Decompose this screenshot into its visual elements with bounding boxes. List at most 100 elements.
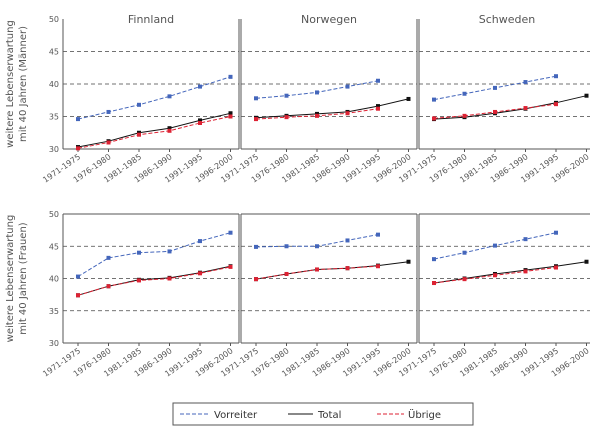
data-point-uebrige [76, 146, 80, 151]
data-point-vorreiter [254, 244, 258, 249]
data-point-uebrige [432, 116, 436, 121]
panel-schweden: 1971-19751976-19801981-19851986-19901991… [397, 13, 590, 185]
data-point-vorreiter [432, 97, 436, 102]
y-tick-label: 45 [49, 48, 59, 57]
panel-title: Norwegen [301, 13, 357, 26]
data-point-vorreiter [376, 78, 380, 83]
data-point-uebrige [137, 278, 141, 283]
series-line-vorreiter [255, 80, 379, 99]
data-point-vorreiter [137, 250, 141, 255]
y-tick-label: 30 [49, 339, 59, 348]
data-point-vorreiter [554, 230, 558, 235]
series-line-vorreiter [77, 232, 231, 278]
y-tick-label: 35 [49, 113, 59, 122]
data-point-vorreiter [167, 249, 172, 254]
legend-label-vorreiter: Vorreiter [214, 410, 258, 421]
data-point-uebrige [254, 117, 258, 122]
data-point-vorreiter [167, 94, 172, 99]
data-point-uebrige [167, 128, 172, 133]
data-point-total [584, 93, 589, 98]
data-point-uebrige [228, 114, 233, 119]
series-line-total [77, 265, 231, 296]
data-point-vorreiter [462, 91, 467, 96]
panel-title: Schweden [479, 13, 536, 26]
data-point-vorreiter [376, 232, 380, 237]
y-tick-label: 50 [49, 210, 59, 219]
data-point-uebrige [254, 277, 258, 282]
data-point-vorreiter [462, 250, 467, 255]
data-point-vorreiter [106, 109, 111, 114]
data-point-uebrige [228, 264, 233, 269]
panel-row1-col2: 1971-19751976-19801981-19851986-19901991… [397, 213, 590, 379]
data-point-vorreiter [137, 102, 141, 107]
data-point-uebrige [137, 132, 141, 137]
data-point-vorreiter [76, 274, 80, 279]
data-point-uebrige [315, 267, 319, 272]
data-point-vorreiter [315, 90, 319, 95]
y-axis-label-line2: mit 40 Jahren (Frauen) [18, 222, 29, 334]
legend: Vorreiter Total Übrige [172, 402, 474, 426]
data-point-vorreiter [523, 237, 528, 242]
y-tick-label: 45 [49, 242, 59, 251]
data-point-vorreiter [554, 74, 558, 79]
data-point-vorreiter [523, 80, 528, 85]
y-tick-label: 50 [49, 15, 59, 24]
data-point-vorreiter [76, 117, 80, 122]
data-point-vorreiter [493, 243, 497, 248]
data-point-uebrige [345, 111, 350, 116]
y-axis-label-line1: weitere Lebenserwartung [5, 215, 16, 343]
series-line-uebrige [77, 116, 231, 149]
legend-label-total: Total [317, 410, 341, 421]
legend-label-uebrige: Übrige [408, 408, 441, 421]
data-point-uebrige [284, 271, 289, 276]
data-point-vorreiter [254, 96, 258, 101]
data-point-uebrige [76, 293, 80, 298]
data-point-uebrige [106, 140, 111, 145]
y-tick-label: 30 [49, 145, 59, 154]
y-axis-label-line1: weitere Lebenserwartung [5, 20, 16, 148]
series-line-total [77, 112, 231, 148]
data-point-vorreiter [228, 74, 233, 79]
series-line-total [255, 98, 409, 119]
data-point-total [406, 96, 411, 101]
data-point-uebrige [493, 109, 497, 114]
data-point-total [584, 259, 589, 264]
panel-finnland: 1971-19751976-19801981-19851986-19901991… [41, 13, 240, 185]
data-point-total [167, 126, 172, 131]
data-point-total [228, 111, 233, 116]
series-line-total [433, 261, 587, 284]
data-point-uebrige [345, 266, 350, 271]
data-point-vorreiter [284, 244, 289, 249]
data-point-vorreiter [493, 85, 497, 90]
data-point-uebrige [523, 269, 528, 274]
data-point-vorreiter [106, 255, 111, 260]
data-point-uebrige [432, 281, 436, 286]
data-point-vorreiter [284, 93, 289, 98]
panel-row1-col0: 1971-19751976-19801981-19851986-19901991… [41, 213, 240, 379]
data-point-uebrige [167, 276, 172, 281]
data-point-uebrige [315, 113, 319, 118]
series-line-total [255, 261, 409, 280]
panel-title: Finnland [128, 13, 174, 26]
legend-box [172, 402, 474, 426]
data-point-vorreiter [198, 84, 202, 89]
panel-norwegen: 1971-19751976-19801981-19851986-19901991… [219, 13, 418, 185]
data-point-uebrige [554, 265, 558, 270]
data-point-vorreiter [345, 84, 350, 89]
y-tick-label: 35 [49, 307, 59, 316]
data-point-uebrige [198, 121, 202, 125]
series-line-vorreiter [77, 76, 231, 120]
data-point-total [406, 259, 411, 264]
data-point-vorreiter [198, 239, 202, 244]
data-point-uebrige [554, 102, 558, 107]
data-point-uebrige [284, 115, 289, 120]
data-point-total [376, 104, 380, 109]
data-point-uebrige [106, 284, 111, 289]
series-line-uebrige [77, 266, 231, 296]
y-axis-label-line2: mit 40 Jahren (Männer) [18, 26, 29, 142]
data-point-uebrige [462, 113, 467, 118]
data-point-vorreiter [345, 238, 350, 243]
data-point-uebrige [462, 277, 467, 282]
y-tick-label: 40 [49, 275, 59, 284]
